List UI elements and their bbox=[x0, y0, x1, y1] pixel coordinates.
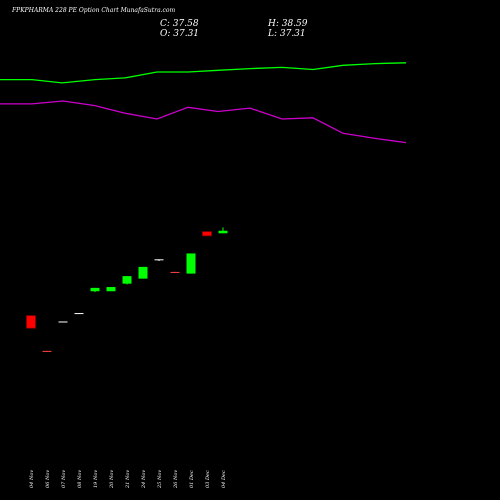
candles bbox=[26, 227, 228, 352]
x-tick-label: 21 Nov bbox=[125, 470, 131, 489]
candle-03-dec bbox=[202, 231, 212, 237]
candle-04-nov bbox=[26, 315, 36, 329]
candle-08-nov bbox=[74, 313, 84, 315]
candle-body bbox=[106, 287, 116, 292]
x-tick-label: 08 Nov bbox=[77, 470, 83, 488]
candle-25-nov bbox=[154, 259, 164, 261]
chart-title: FPKPHARMA 228 PE Option Chart MunafaSutr… bbox=[11, 7, 176, 14]
x-tick-label: 26 Nov bbox=[173, 470, 179, 489]
x-tick-label: 24 Nov bbox=[141, 470, 147, 489]
candle-body bbox=[122, 276, 132, 284]
close-readout: C: 37.58 bbox=[160, 19, 199, 29]
open-readout: O: 37.31 bbox=[160, 29, 199, 39]
candle-24-nov bbox=[138, 266, 148, 279]
candle-20-nov bbox=[106, 287, 116, 292]
candle-19-nov bbox=[90, 287, 100, 293]
x-tick-label: 04 Nov bbox=[29, 470, 35, 488]
candle-06-nov bbox=[42, 350, 52, 352]
candle-body bbox=[74, 313, 84, 315]
candle-21-nov bbox=[122, 276, 132, 285]
high-readout: H: 38.59 bbox=[267, 19, 308, 29]
indicator-lines bbox=[0, 62, 407, 144]
indicator-line-2 bbox=[0, 100, 407, 144]
candle-04-dec bbox=[218, 227, 228, 234]
low-readout: L: 37.31 bbox=[267, 29, 306, 39]
x-tick-label: 20 Nov bbox=[109, 470, 115, 489]
indicator-line-1 bbox=[0, 62, 407, 84]
candle-26-nov bbox=[170, 271, 180, 273]
candle-body bbox=[202, 231, 212, 237]
x-tick-label: 01 Dec bbox=[189, 470, 195, 488]
x-tick-label: 03 Dec bbox=[205, 470, 211, 488]
candle-07-nov bbox=[58, 321, 68, 323]
x-tick-label: 25 Nov bbox=[157, 470, 163, 489]
x-tick-label: 07 Nov bbox=[61, 470, 67, 488]
candle-body bbox=[58, 321, 68, 323]
candle-body bbox=[186, 253, 196, 274]
x-axis-ticks: 04 Nov 06 Nov 07 Nov 08 Nov 19 Nov 20 Nov 21 N… bbox=[29, 470, 227, 489]
candle-body bbox=[90, 287, 100, 292]
x-tick-label: 06 Nov bbox=[45, 470, 51, 488]
candle-body bbox=[138, 266, 148, 279]
candle-01-dec bbox=[186, 253, 196, 274]
candle-body bbox=[218, 230, 228, 234]
candle-body bbox=[154, 259, 164, 261]
x-tick-label: 19 Nov bbox=[93, 470, 99, 488]
candle-body bbox=[42, 350, 52, 352]
candle-body bbox=[170, 271, 180, 273]
x-tick-label: 04 Dec bbox=[221, 470, 227, 488]
candle-body bbox=[26, 315, 36, 329]
